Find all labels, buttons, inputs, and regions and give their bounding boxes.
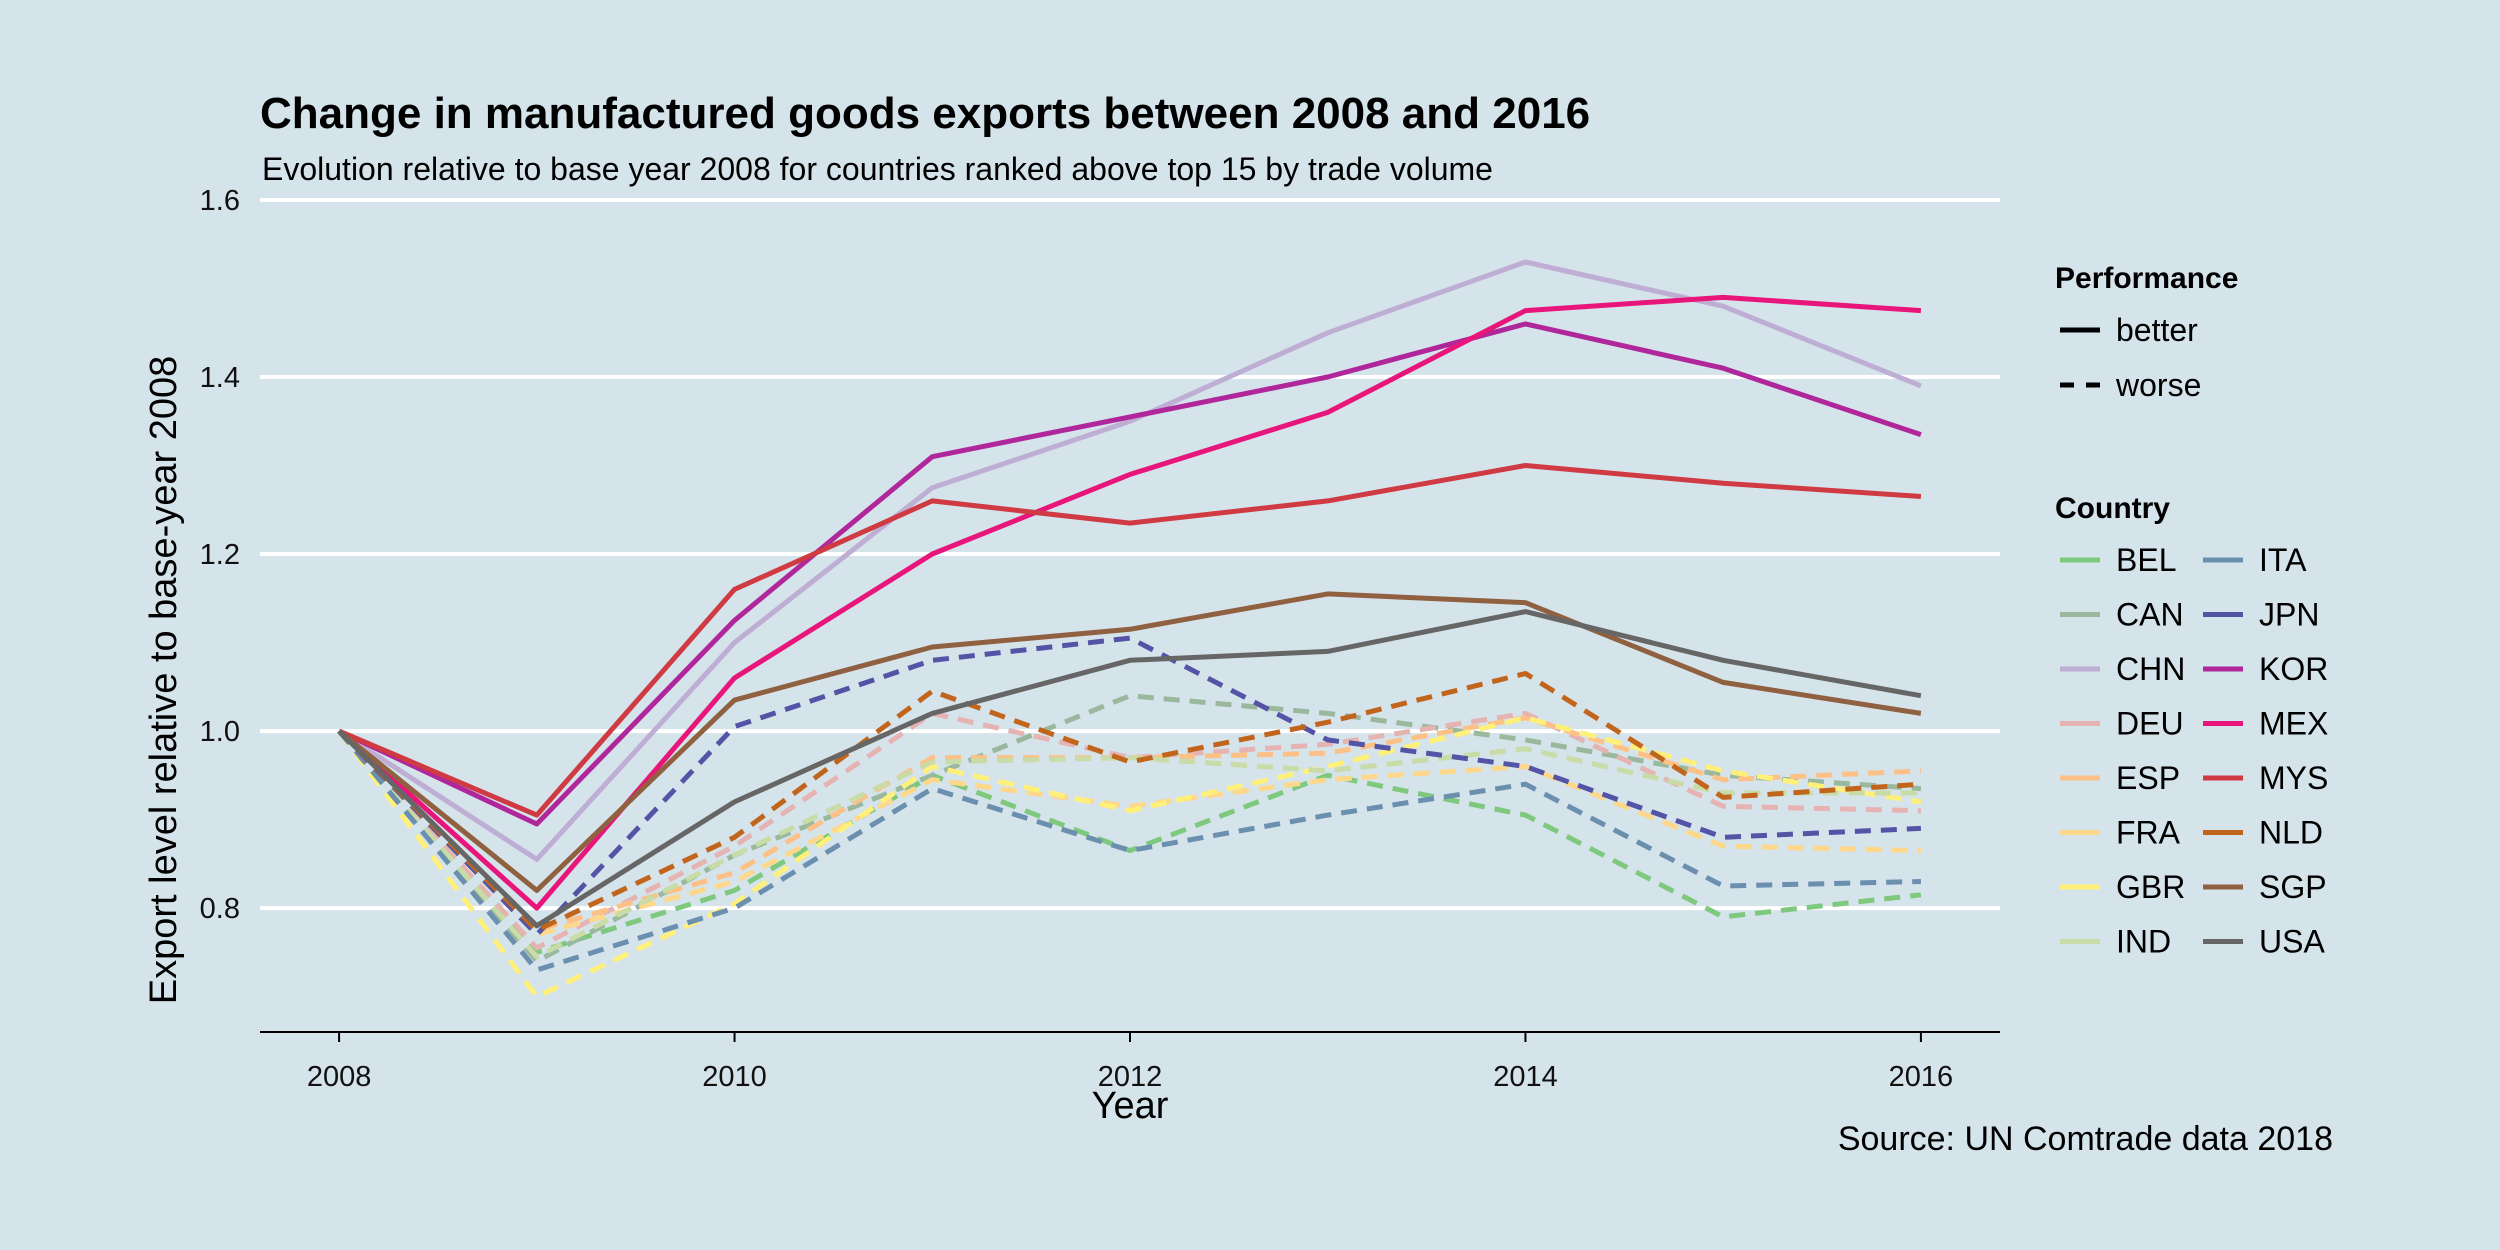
series-line-fra [337,729,1921,938]
legend-label-gbr: GBR [2116,869,2185,905]
series-line-can [337,693,1922,964]
x-axis-title: Year [1092,1085,1169,1127]
legend-performance-title: Performance [2055,262,2238,295]
series-line-bel [337,729,1922,955]
legend-label-can: CAN [2116,597,2184,633]
x-tick-label-2: 2012 [1098,1061,1163,1093]
legend-label-jpn: JPN [2259,597,2319,633]
y-tick-label-3: 1.4 [200,362,240,394]
legend-label-better: better [2116,312,2198,348]
legend-label-mys: MYS [2259,760,2328,796]
series-line-mys [338,463,1922,818]
series-line-jpn [337,635,1922,938]
x-tick-label-1: 2010 [702,1061,767,1093]
x-tick-label-4: 2016 [1889,1061,1954,1093]
y-axis-title: Export level relative to base-year 2008 [143,356,185,1004]
series-line-mex [337,294,1922,911]
series-line-usa [337,609,1922,929]
chart-caption: Source: UN Comtrade data 2018 [1838,1120,2333,1158]
legend-label-mex: MEX [2259,706,2328,742]
legend-label-chn: CHN [2116,651,2185,687]
series-line-ind [337,729,1921,960]
y-axis-ticks: 0.8 1.0 1.2 1.4 1.6 [200,185,240,925]
legend-performance-items: better worse [2060,312,2201,403]
chart-subtitle: Evolution relative to base year 2008 for… [262,151,1493,187]
legend-label-usa: USA [2259,924,2325,960]
legend-label-ind: IND [2116,924,2171,960]
legend-label-worse: worse [2115,367,2201,403]
y-tick-label-1: 1.0 [200,716,240,748]
legend-country-items: BEL CAN CHN DEU ESP FRA GBR IND ITA JPN KOR MEX MYS N… [2060,542,2328,960]
series-line-nld [337,671,1922,933]
legend-label-kor: KOR [2259,651,2328,687]
legend-label-bel: BEL [2116,542,2176,578]
series-line-sgp [337,591,1922,893]
chart-title: Change in manufactured goods exports bet… [260,89,1590,138]
series-line-chn [337,259,1922,862]
y-tick-label-4: 1.6 [200,185,240,217]
series-lines [337,259,1922,1000]
x-tick-label-3: 2014 [1493,1061,1558,1093]
legend: Performance better worse Country BEL CAN CH… [2055,262,2328,960]
y-tick-label-2: 1.2 [200,539,240,571]
series-line-kor [338,321,1922,827]
x-tick-label-0: 2008 [307,1061,372,1093]
legend-label-esp: ESP [2116,760,2180,796]
legend-label-sgp: SGP [2259,869,2327,905]
legend-label-nld: NLD [2259,815,2323,851]
series-line-ita [337,729,1921,973]
legend-label-deu: DEU [2116,706,2184,742]
legend-country-title: Country [2055,492,2170,525]
legend-label-fra: FRA [2116,815,2181,851]
gridlines [260,198,2000,911]
y-tick-label-0: 0.8 [200,893,240,925]
x-axis-ticks: 2008 2010 2012 2014 2016 [307,1032,1953,1093]
legend-label-ita: ITA [2259,542,2307,578]
series-line-deu [337,710,1921,951]
